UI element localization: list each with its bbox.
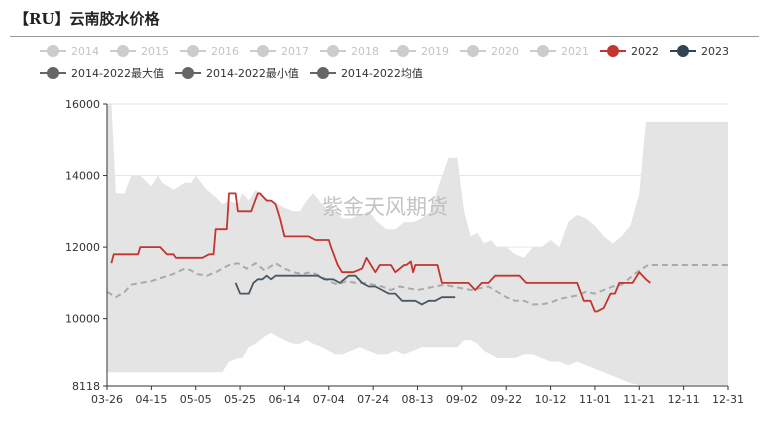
legend-item-5[interactable]: 2019 [390, 45, 449, 58]
x-tick-label: 04-15 [135, 393, 167, 406]
legend-item-7[interactable]: 2021 [530, 45, 589, 58]
legend-label: 2018 [351, 44, 379, 58]
legend-label: 2019 [421, 44, 449, 58]
y-tick-label: 12000 [65, 241, 100, 254]
legend-item-12[interactable]: 2014-2022均值 [309, 65, 423, 81]
x-tick-label: 12-31 [712, 393, 744, 406]
x-tick-label: 10-12 [535, 393, 567, 406]
legend-item-9[interactable]: 2023 [670, 45, 729, 58]
legend-label: 2023 [701, 44, 729, 58]
legend-label: 2015 [141, 44, 169, 58]
x-tick-label: 07-04 [313, 393, 345, 406]
legend-marker-icon [40, 67, 66, 79]
x-tick-label: 07-24 [357, 393, 389, 406]
legend-marker-icon [600, 45, 626, 57]
legend-row-2: 2014-2022最大值 2014-2022最小值 2014-2022均值 [40, 62, 760, 84]
watermark-text: 紫金天风期货 [322, 195, 448, 219]
legend-marker-icon [530, 45, 556, 57]
legend-label: 2022 [631, 44, 659, 58]
y-tick-label: 8118 [72, 380, 100, 393]
legend-label: 2014-2022最小值 [205, 67, 299, 80]
x-tick-label: 09-02 [446, 393, 478, 406]
legend-row-1: 2014 2015 2016 2017 2018 2019 2020 2021 2022 2023 [40, 40, 760, 62]
x-tick-label: 12-11 [668, 393, 700, 406]
x-tick-label: 05-25 [224, 393, 256, 406]
x-tick-label: 03-26 [91, 393, 123, 406]
legend-label: 2017 [281, 44, 309, 58]
x-tick-label: 08-13 [402, 393, 434, 406]
legend-item-4[interactable]: 2018 [320, 45, 379, 58]
x-tick-label: 11-01 [579, 393, 611, 406]
legend-item-2[interactable]: 2016 [180, 45, 239, 58]
chart-title: 【RU】云南胶水价格 [14, 10, 160, 28]
legend-label: 2021 [561, 44, 589, 58]
legend-marker-icon [174, 67, 201, 79]
title-divider [10, 36, 759, 37]
legend-label: 2020 [491, 44, 519, 58]
legend-marker-icon [460, 45, 486, 57]
legend-marker-icon [309, 67, 336, 79]
range-band-area [107, 104, 728, 385]
legend-item-10[interactable]: 2014-2022最大值 [40, 65, 164, 81]
legend-item-3[interactable]: 2017 [250, 45, 309, 58]
legend-item-6[interactable]: 2020 [460, 45, 519, 58]
legend-marker-icon [110, 45, 136, 57]
legend-marker-icon [250, 45, 276, 57]
legend-marker-icon [180, 45, 206, 57]
y-tick-label: 14000 [65, 170, 100, 183]
legend-label: 2014-2022均值 [340, 67, 423, 80]
legend-label: 2016 [211, 44, 239, 58]
legend-item-11[interactable]: 2014-2022最小值 [174, 65, 299, 81]
chart-legend: 2014 2015 2016 2017 2018 2019 2020 2021 2022 2023… [40, 40, 760, 84]
x-tick-label: 11-21 [623, 393, 655, 406]
legend-label: 2014 [71, 44, 99, 58]
legend-item-0[interactable]: 2014 [40, 45, 99, 58]
legend-item-1[interactable]: 2015 [110, 45, 169, 58]
series-line-2023 [234, 274, 456, 306]
x-tick-label: 06-14 [268, 393, 300, 406]
x-tick-label: 09-22 [490, 393, 522, 406]
legend-marker-icon [670, 45, 696, 57]
legend-marker-icon [40, 45, 66, 57]
series-line-2022 [110, 192, 651, 313]
x-tick-label: 05-05 [180, 393, 212, 406]
y-tick-label: 16000 [65, 98, 100, 111]
legend-item-8[interactable]: 2022 [600, 45, 659, 58]
legend-label: 2014-2022最大值 [71, 67, 164, 80]
legend-marker-icon [390, 45, 416, 57]
legend-marker-icon [320, 45, 346, 57]
y-tick-label: 10000 [65, 313, 100, 326]
